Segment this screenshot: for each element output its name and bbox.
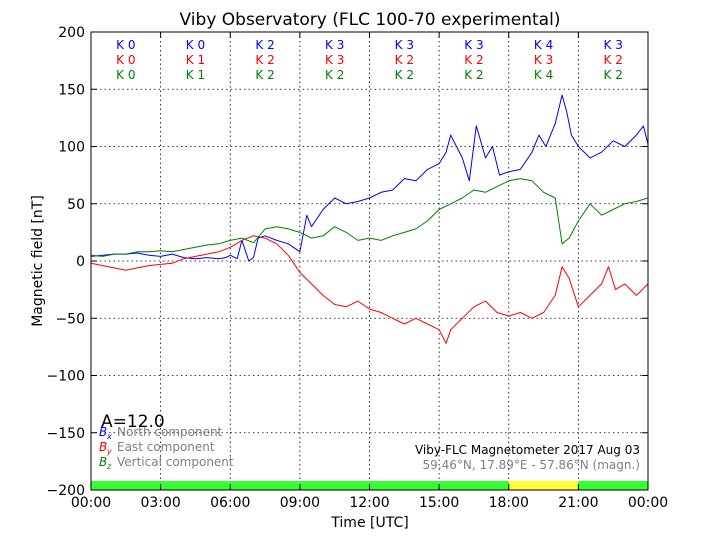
data-series	[90, 94, 649, 344]
k-index-label: K 3	[325, 53, 344, 67]
chart-title: Viby Observatory (FLC 100-70 experimenta…	[180, 10, 561, 30]
legend-symbol: B	[99, 425, 107, 439]
k-index-label: K 3	[395, 38, 414, 52]
y-tick-label: 0	[76, 254, 85, 270]
legend-label: North component	[117, 425, 223, 439]
legend-subscript: y	[106, 447, 112, 456]
y-ticks: −200 −150 −100 −50 0 50 100 150 200	[47, 25, 648, 499]
k-index-label: K 2	[395, 68, 414, 82]
x-tick-label: 09:00	[280, 495, 320, 511]
series-line-east-component	[90, 235, 649, 344]
y-tick-label: 150	[58, 82, 85, 98]
x-tick-label: 03:00	[140, 495, 180, 511]
x-tick-label: 15:00	[419, 495, 459, 511]
x-tick-label: 06:00	[210, 495, 250, 511]
y-axis-label: Magnetic field [nT]	[30, 195, 46, 327]
k-index-label: K 3	[325, 38, 344, 52]
grid	[91, 32, 648, 490]
activity-bar-segment	[508, 481, 579, 490]
y-tick-label: 100	[58, 140, 85, 156]
k-index-label: K 1	[186, 68, 205, 82]
y-tick-label: 200	[58, 25, 85, 41]
x-tick-label: 00:00	[71, 495, 111, 511]
k-index-label: K 0	[116, 68, 135, 82]
a-index: A=12.0	[101, 412, 165, 432]
legend-label: Vertical component	[117, 455, 234, 469]
k-index-label: K 1	[186, 53, 205, 67]
y-tick-label: −100	[47, 369, 85, 385]
k-index-label: K 2	[255, 38, 274, 52]
k-index-label: K 2	[464, 68, 483, 82]
x-tick-label: 00:00	[628, 495, 668, 511]
k-index-label: K 2	[255, 53, 274, 67]
k-index-label: K 2	[325, 68, 344, 82]
legend-label: East component	[117, 440, 215, 454]
legend-subscript: z	[106, 462, 112, 471]
y-tick-label: −150	[47, 426, 85, 442]
k-index-label: K 0	[116, 53, 135, 67]
k-index-label: K 4	[534, 68, 553, 82]
x-tick-label: 21:00	[558, 495, 598, 511]
k-index-label: K 3	[464, 38, 483, 52]
k-index-label: K 2	[255, 68, 274, 82]
activity-bar-segment	[578, 481, 648, 490]
annotation-line2: 59.46°N, 17.89°E - 57.86°N (magn.)	[423, 458, 640, 472]
annotation-line1: Viby-FLC Magnetometer 2017 Aug 03	[415, 443, 640, 457]
x-ticks: 00:00 03:00 06:00 09:00 12:00 15:00 18:00 21:00…	[71, 32, 668, 511]
x-axis-label: Time [UTC]	[330, 515, 408, 531]
k-index-label: K 2	[464, 53, 483, 67]
k-index-label: K 3	[534, 53, 553, 67]
x-tick-label: 18:00	[489, 495, 529, 511]
series-line-vertical-component	[90, 178, 649, 257]
series-line-north-component	[90, 94, 649, 262]
k-index-label: K 3	[604, 38, 623, 52]
k-index-label: K 0	[186, 38, 205, 52]
legend-symbol: B	[99, 440, 107, 454]
k-index-label: K 4	[534, 38, 553, 52]
x-tick-label: 12:00	[349, 495, 389, 511]
k-index-label: K 2	[604, 53, 623, 67]
k-index-label: K 0	[116, 38, 135, 52]
y-tick-label: −200	[47, 483, 85, 499]
k-index-label: K 2	[395, 53, 414, 67]
k-index-label: K 2	[604, 68, 623, 82]
y-tick-label: −50	[55, 311, 85, 327]
legend-subscript: x	[106, 432, 112, 441]
y-tick-label: 50	[67, 197, 85, 213]
legend-symbol: B	[99, 455, 107, 469]
